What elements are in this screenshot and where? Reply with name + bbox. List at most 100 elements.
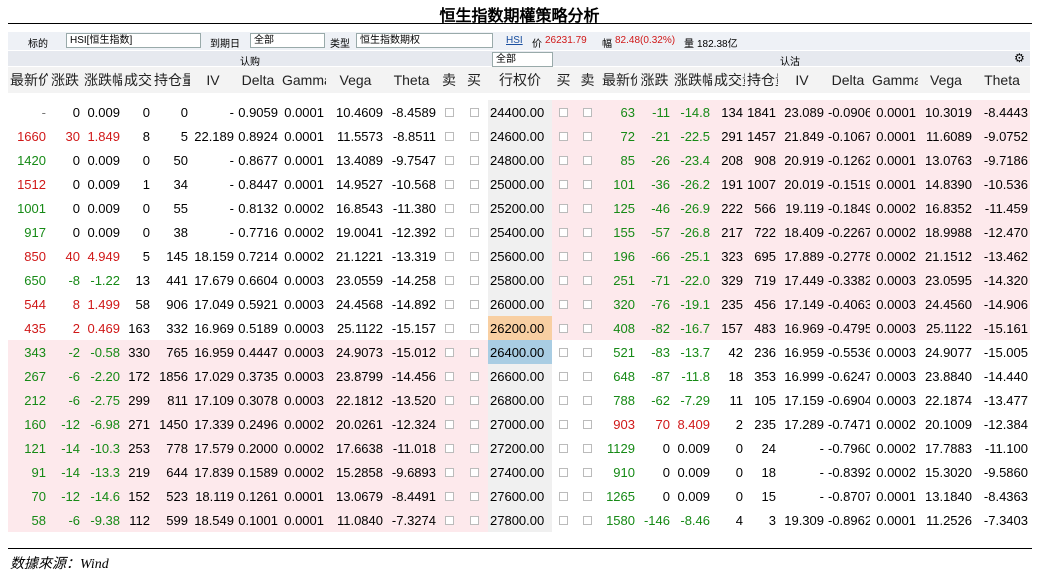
checkbox[interactable]: [469, 323, 479, 333]
checkbox[interactable]: [559, 131, 568, 141]
checkbox[interactable]: [559, 179, 568, 189]
checkbox[interactable]: [583, 419, 592, 429]
checkbox[interactable]: [559, 443, 568, 453]
call-cell: 18.119: [190, 484, 236, 508]
checkbox[interactable]: [583, 227, 592, 237]
checkbox[interactable]: [583, 491, 592, 501]
checkbox[interactable]: [469, 203, 479, 213]
checkbox-cell: [438, 244, 460, 268]
put-cell: 521: [613, 344, 635, 360]
checkbox[interactable]: [583, 107, 592, 117]
checkbox[interactable]: [559, 251, 568, 261]
checkbox[interactable]: [469, 299, 479, 309]
checkbox[interactable]: [469, 227, 479, 237]
checkbox[interactable]: [583, 443, 592, 453]
put-cell: 18: [761, 464, 776, 480]
put-cell: -13.462: [974, 244, 1030, 268]
checkbox[interactable]: [583, 371, 592, 381]
checkbox[interactable]: [444, 467, 454, 477]
checkbox[interactable]: [559, 155, 568, 165]
checkbox[interactable]: [444, 299, 454, 309]
checkbox[interactable]: [469, 515, 479, 525]
checkbox[interactable]: [559, 419, 568, 429]
checkbox[interactable]: [469, 491, 479, 501]
checkbox[interactable]: [583, 323, 592, 333]
checkbox[interactable]: [469, 107, 479, 117]
checkbox[interactable]: [559, 323, 568, 333]
type-select[interactable]: 恒生指数期权: [356, 33, 493, 48]
checkbox[interactable]: [469, 395, 479, 405]
checkbox[interactable]: [444, 371, 454, 381]
checkbox[interactable]: [559, 395, 568, 405]
expiry-select[interactable]: 全部: [250, 33, 325, 48]
checkbox[interactable]: [583, 347, 592, 357]
checkbox[interactable]: [469, 443, 479, 453]
settings-icon[interactable]: ⚙: [1014, 51, 1025, 65]
checkbox[interactable]: [444, 275, 454, 285]
checkbox[interactable]: [469, 179, 479, 189]
call-cell: 160: [8, 412, 48, 436]
option-row: 1420 0 0.009 0 50 -0.8677 0.0001 13.4089 -9.7547…: [8, 148, 1030, 172]
checkbox[interactable]: [444, 323, 454, 333]
checkbox[interactable]: [444, 347, 454, 357]
checkbox[interactable]: [559, 227, 568, 237]
checkbox[interactable]: [444, 179, 454, 189]
checkbox[interactable]: [583, 395, 592, 405]
checkbox[interactable]: [469, 347, 479, 357]
call-cell: 2: [72, 320, 80, 336]
checkbox[interactable]: [469, 467, 479, 477]
checkbox[interactable]: [444, 203, 454, 213]
call-cell: -6: [48, 364, 82, 388]
checkbox[interactable]: [559, 491, 568, 501]
checkbox[interactable]: [469, 251, 479, 261]
checkbox[interactable]: [469, 275, 479, 285]
checkbox[interactable]: [559, 203, 568, 213]
strike-cell: 25400.00: [488, 220, 552, 244]
checkbox[interactable]: [559, 275, 568, 285]
checkbox[interactable]: [444, 251, 454, 261]
checkbox[interactable]: [583, 203, 592, 213]
call-cell: 0.8132: [238, 200, 278, 216]
checkbox[interactable]: [559, 515, 568, 525]
checkbox[interactable]: [444, 227, 454, 237]
checkbox[interactable]: [583, 299, 592, 309]
checkbox[interactable]: [444, 515, 454, 525]
checkbox[interactable]: [444, 155, 454, 165]
checkbox[interactable]: [444, 443, 454, 453]
checkbox-cell: [575, 460, 600, 484]
checkbox[interactable]: [583, 155, 592, 165]
checkbox[interactable]: [559, 371, 568, 381]
checkbox[interactable]: [583, 275, 592, 285]
checkbox[interactable]: [444, 107, 454, 117]
checkbox[interactable]: [444, 395, 454, 405]
section-put: 认沽: [780, 57, 800, 68]
checkbox[interactable]: [469, 371, 479, 381]
call-cell: 0: [72, 224, 80, 240]
put-cell: 155: [600, 220, 637, 244]
checkbox[interactable]: [559, 299, 568, 309]
put-cell: -13.7: [680, 344, 710, 360]
checkbox[interactable]: [469, 155, 479, 165]
checkbox[interactable]: [583, 179, 592, 189]
checkbox[interactable]: [469, 131, 479, 141]
checkbox[interactable]: [583, 131, 592, 141]
call-cell: -6.98: [82, 412, 122, 436]
checkbox[interactable]: [444, 491, 454, 501]
checkbox[interactable]: [559, 107, 568, 117]
checkbox[interactable]: [559, 347, 568, 357]
checkbox[interactable]: [583, 251, 592, 261]
symbol-link[interactable]: HSI: [506, 35, 523, 46]
checkbox-cell: [460, 484, 488, 508]
label: 价: [532, 39, 542, 50]
put-cell: -19.1: [672, 292, 712, 316]
checkbox[interactable]: [444, 131, 454, 141]
checkbox[interactable]: [444, 419, 454, 429]
checkbox[interactable]: [583, 515, 592, 525]
checkbox[interactable]: [469, 419, 479, 429]
underlying-select[interactable]: HSI[恒生指数]: [66, 33, 201, 48]
checkbox[interactable]: [583, 467, 592, 477]
filter-select[interactable]: 全部: [492, 52, 553, 67]
put-cell: 0: [662, 440, 670, 456]
column-header: Delta: [831, 72, 865, 88]
checkbox[interactable]: [559, 467, 568, 477]
